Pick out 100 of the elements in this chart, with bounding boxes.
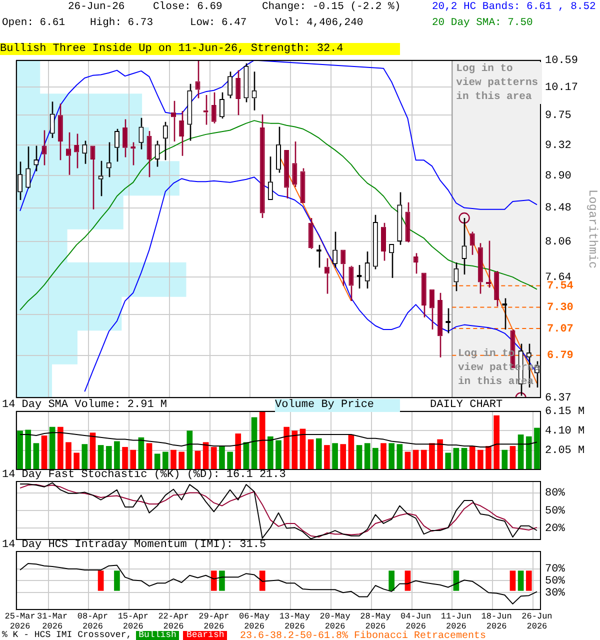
bar <box>284 426 290 470</box>
bar <box>372 448 378 470</box>
annotation: Volume By Price <box>275 399 400 412</box>
y-tick-label: 20% <box>545 523 566 536</box>
candlestick <box>340 250 346 286</box>
bar <box>332 443 338 470</box>
y-tick-label: 2.05 M <box>545 445 585 458</box>
x-tick-label: 26-Jun 2026 <box>522 612 552 632</box>
candlestick <box>446 308 451 334</box>
candlestick <box>470 231 475 256</box>
text: 20 Day SMA: 7.50 <box>432 17 533 30</box>
bar <box>486 446 492 470</box>
y-axis-title: Logarithmic <box>586 189 600 269</box>
candlestick <box>486 240 492 288</box>
x-tick-label: 08-Apr 2026 <box>77 612 108 632</box>
candlestick <box>397 192 402 246</box>
bar <box>324 445 330 470</box>
bar <box>235 434 242 470</box>
bar <box>162 452 168 470</box>
candlestick <box>34 145 39 172</box>
bar <box>494 415 500 470</box>
bar <box>66 442 72 470</box>
candlestick <box>268 156 273 200</box>
candlestick <box>413 252 418 274</box>
x-tick-label: 04-Jun 2026 <box>400 612 432 632</box>
ref-line-label: 7.30 <box>547 302 574 314</box>
bar <box>114 441 120 470</box>
x-tick-label: 28-May 2026 <box>360 612 391 632</box>
candlestick <box>438 292 443 358</box>
bar <box>146 443 152 470</box>
text: 26-Jun-26 <box>68 1 125 14</box>
bar <box>25 430 32 470</box>
chart-title: 14 Day Fast Stochastic (%K) (%D): 16.1 21.3 <box>2 469 286 481</box>
bar <box>502 450 508 470</box>
bar <box>58 426 64 470</box>
candlestick <box>332 231 338 268</box>
candlestick <box>195 60 200 99</box>
bar <box>292 430 298 470</box>
bar <box>74 452 80 470</box>
bar <box>276 440 282 470</box>
y-tick-label: 6.15 M <box>545 406 585 418</box>
text: Vol: 4,406,240 <box>275 17 364 30</box>
bar <box>308 439 314 470</box>
candlestick <box>502 298 508 330</box>
bar <box>33 443 40 470</box>
bar <box>478 450 484 470</box>
legend-title: % K - HCS IMI Crossover, <box>2 630 132 640</box>
bar <box>364 443 370 470</box>
y-tick-label: 50% <box>545 576 566 588</box>
text: Close: 6.69 <box>153 1 222 14</box>
x-tick-label: 22-Apr 2026 <box>158 612 189 632</box>
candlestick <box>179 110 184 156</box>
x-tick-label: 18-Jun 2026 <box>481 612 512 632</box>
x-tick-label: 29-Apr 2026 <box>198 612 230 632</box>
candlestick <box>154 140 160 168</box>
candlestick <box>98 160 104 197</box>
bar <box>106 446 112 470</box>
candlestick <box>162 121 168 161</box>
bar <box>170 450 176 470</box>
y-tick-label: 8.48 <box>545 202 572 215</box>
candlestick <box>454 262 459 292</box>
bar <box>300 428 306 470</box>
bar <box>437 439 443 470</box>
candlestick <box>276 126 282 174</box>
bar <box>396 444 403 470</box>
text: High: 6.73 <box>90 17 154 30</box>
x-tick-label: 15-Apr 2026 <box>118 612 148 632</box>
bar <box>316 438 322 470</box>
candlestick <box>211 92 216 124</box>
annotation: DAILY CHART <box>430 399 503 412</box>
y-tick-label: 8.90 <box>545 170 572 183</box>
y-tick-label: 30% <box>545 588 566 600</box>
chart-title: 14 Day HCS Intraday Momentum (IMI): 31.5 <box>2 539 266 551</box>
bar <box>340 444 346 470</box>
y-tick-label: 80% <box>545 488 566 500</box>
candlestick <box>389 244 394 279</box>
bar <box>154 454 160 470</box>
text: 20,2 HC Bands: 6.61 , 8.52 <box>432 1 596 14</box>
annotation: Log in to view patterns in this area <box>456 62 542 104</box>
x-tick-label: 20-May 2026 <box>320 612 350 632</box>
bar <box>380 443 386 470</box>
bar <box>41 435 48 470</box>
bar <box>348 434 354 470</box>
x-tick-label: 11-Jun 2026 <box>440 612 472 632</box>
bar <box>251 417 258 470</box>
bar <box>461 448 468 470</box>
bar <box>259 411 266 470</box>
candlestick <box>348 265 354 302</box>
bar <box>453 448 460 470</box>
candlestick <box>260 114 265 219</box>
candlestick <box>170 100 176 142</box>
y-tick-label: 8.06 <box>545 236 572 248</box>
bar <box>219 446 225 470</box>
candlestick <box>74 133 80 169</box>
bar <box>510 446 516 470</box>
x-tick-label: 06-May 2026 <box>238 612 270 632</box>
bar <box>420 450 427 470</box>
text: Bearish <box>183 630 228 640</box>
bar <box>210 446 217 470</box>
text: Open: 6.61 <box>2 17 66 30</box>
